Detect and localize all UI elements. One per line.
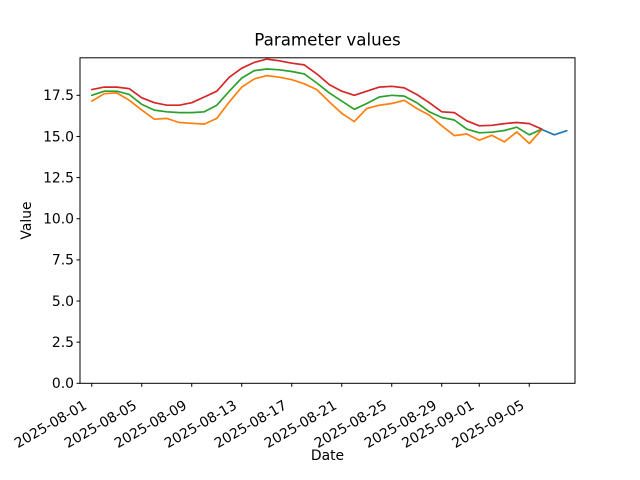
y-tick-label: 0.0 [52,376,74,392]
y-axis-label: Value [19,201,35,239]
y-tick-label: 7.5 [52,253,74,269]
axes-border [79,57,576,384]
y-tick-label: 5.0 [52,294,74,310]
series-orange-line [90,74,543,145]
y-tick-label: 17.5 [43,88,74,104]
series-blue-line [540,128,568,136]
y-tick-label: 10.0 [43,212,74,228]
y-tick-label: 12.5 [43,170,74,186]
plot-area: 2025-08-012025-08-052025-08-092025-08-13… [12,57,576,452]
chart-title: Parameter values [254,30,400,50]
series-green-line [90,68,543,136]
y-tick-label: 2.5 [52,335,74,351]
series-red-line [90,58,543,130]
x-axis-label: Date [311,448,344,464]
y-tick-label: 15.0 [43,129,74,145]
